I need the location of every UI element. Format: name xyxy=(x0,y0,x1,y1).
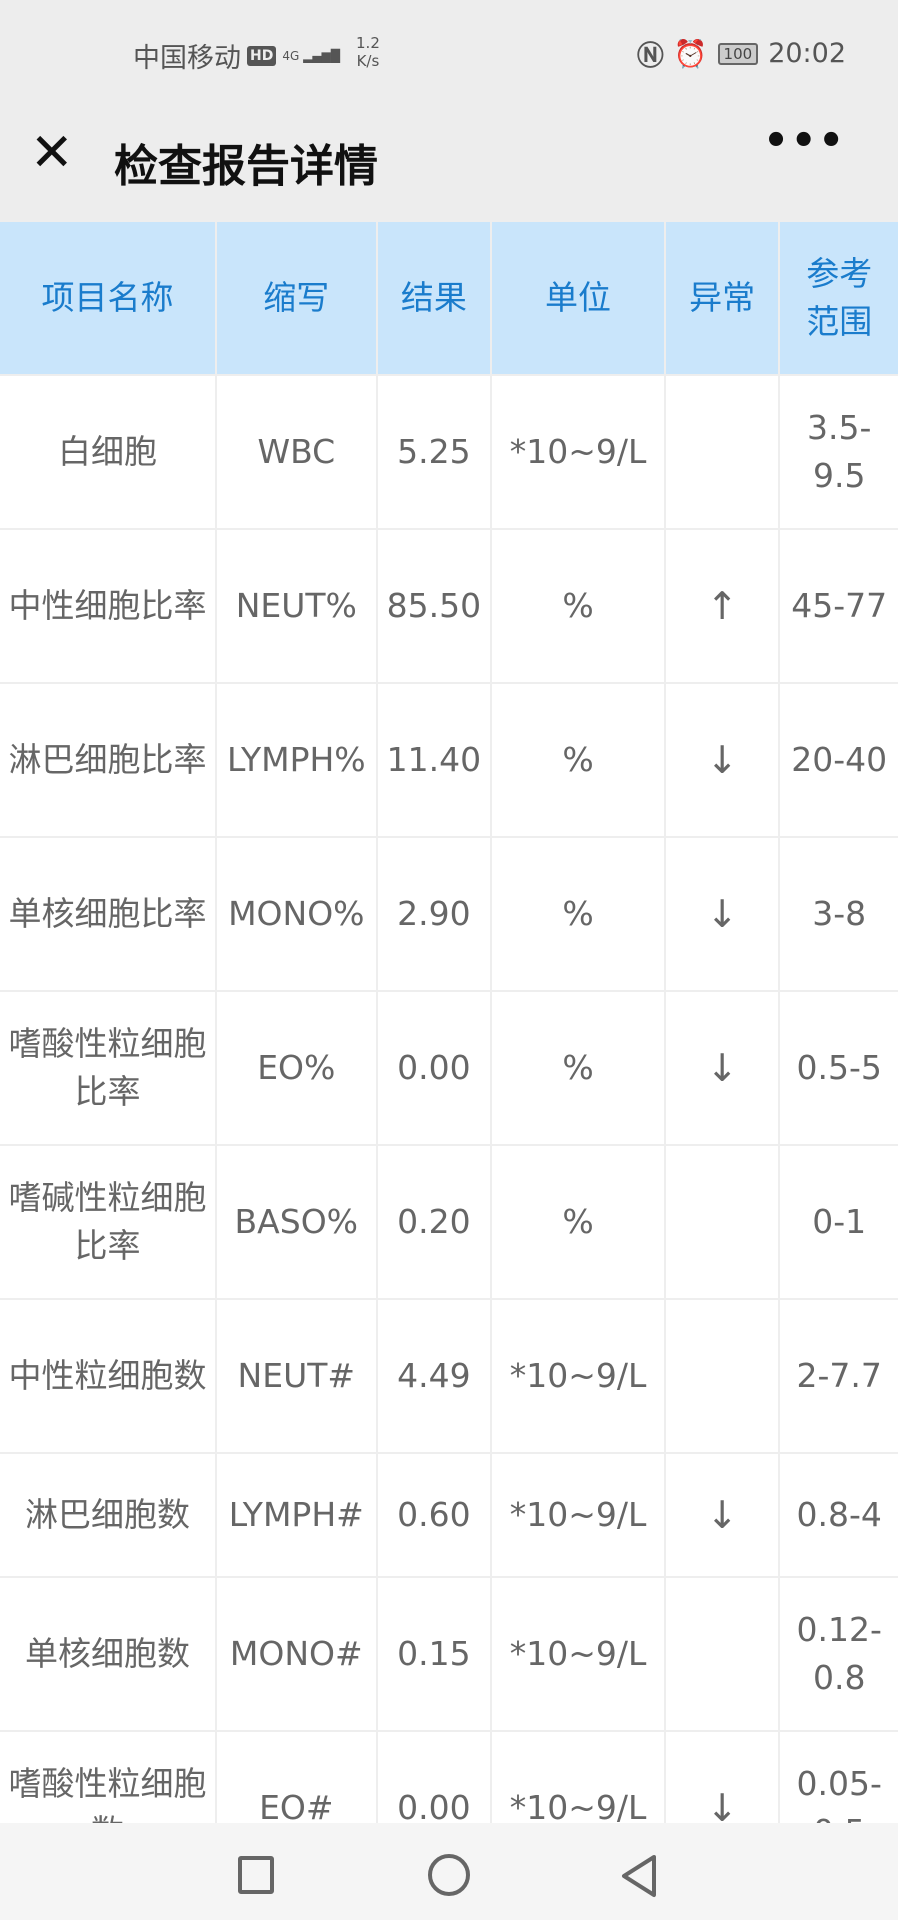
signal-icon: 4G ▂▄▆█ xyxy=(282,48,341,63)
table-cell: EO% xyxy=(216,992,376,1144)
back-button[interactable] xyxy=(618,1853,658,1899)
table-cell: 4.49 xyxy=(377,1300,491,1452)
table-cell: 0.12-0.8 xyxy=(780,1578,898,1730)
table-cell: MONO# xyxy=(216,1578,376,1730)
table-cell: ↓ xyxy=(665,838,779,990)
table-cell: EO# xyxy=(216,1732,376,1823)
table-row: 中性细胞比率 NEUT% 85.50% ↑ 45-77 xyxy=(0,530,898,682)
table-cell: 0.8-4 xyxy=(780,1454,898,1576)
table-cell: % xyxy=(492,992,664,1144)
table-row: 单核细胞数 MONO# 0.15 *10~9/L 0.12-0.8 xyxy=(0,1578,898,1730)
table-cell: 85.50 xyxy=(377,530,491,682)
table-cell: 2-7.7 xyxy=(780,1300,898,1452)
page-title: 检查报告详情 xyxy=(114,141,378,192)
header: ✕ 检查报告详情 ••• xyxy=(0,100,898,220)
table-cell: *10~9/L xyxy=(492,1454,664,1576)
table-cell: WBC xyxy=(216,376,376,528)
table-cell: 0.15 xyxy=(377,1578,491,1730)
table-cell: *10~9/L xyxy=(492,1300,664,1452)
table-cell: 白细胞 xyxy=(0,376,215,528)
recent-apps-button[interactable] xyxy=(238,1856,274,1894)
table-cell: LYMPH% xyxy=(216,684,376,836)
table-cell: NEUT# xyxy=(216,1300,376,1452)
table-row: 嗜酸性粒细胞数EO#0.00*10~9/L↓0.05-0.5 xyxy=(0,1732,898,1823)
hd-icon: HD xyxy=(247,45,277,66)
column-header: 结果 xyxy=(377,222,491,374)
table-row: 嗜酸性粒细胞比率 EO% 0.00% ↓ 0.5-5 xyxy=(0,992,898,1144)
table-cell: 5.25 xyxy=(377,376,491,528)
column-header: 单位 xyxy=(492,222,664,374)
table-cell: *10~9/L xyxy=(492,1732,664,1823)
column-header: 项目名称 xyxy=(0,222,215,374)
table-cell: ↓ xyxy=(665,1454,779,1576)
alarm-icon: ⏰ xyxy=(673,38,708,70)
table-cell: *10~9/L xyxy=(492,376,664,528)
table-row: 嗜碱性粒细胞比率 BASO% 0.20% 0-1 xyxy=(0,1146,898,1298)
table-header: 项目名称 缩写 结果 单位 异常 参考范围 xyxy=(0,222,898,374)
nav-bar xyxy=(0,1823,898,1920)
table-cell: 嗜碱性粒细胞比率 xyxy=(0,1146,215,1298)
table-cell: 0.05-0.5 xyxy=(780,1732,898,1823)
table-cell: % xyxy=(492,684,664,836)
table-cell: ↑ xyxy=(665,530,779,682)
table-cell: 3-8 xyxy=(780,838,898,990)
table-cell: % xyxy=(492,530,664,682)
table-cell: 0.00 xyxy=(377,992,491,1144)
table-cell: 单核细胞数 xyxy=(0,1578,215,1730)
table-cell: 中性粒细胞数 xyxy=(0,1300,215,1452)
table-cell: 0-1 xyxy=(780,1146,898,1298)
nfc-icon: Ⓝ xyxy=(636,41,664,72)
table-cell: 45-77 xyxy=(780,530,898,682)
table-cell: % xyxy=(492,838,664,990)
table-cell: 淋巴细胞数 xyxy=(0,1454,215,1576)
table-row: 单核细胞比率 MONO% 2.90% ↓ 3-8 xyxy=(0,838,898,990)
table-cell: 0.5-5 xyxy=(780,992,898,1144)
table-cell: 2.90 xyxy=(377,838,491,990)
table-cell: 淋巴细胞比率 xyxy=(0,684,215,836)
carrier: 中国移动 xyxy=(133,43,241,74)
table-cell: BASO% xyxy=(216,1146,376,1298)
table-cell: ↓ xyxy=(665,684,779,836)
table-cell: 单核细胞比率 xyxy=(0,838,215,990)
more-icon[interactable]: ••• xyxy=(763,118,846,164)
table-row: 淋巴细胞数 LYMPH# 0.60 *10~9/L ↓ 0.8-4 xyxy=(0,1454,898,1576)
table-cell: 20-40 xyxy=(780,684,898,836)
report-table[interactable]: 项目名称 缩写 结果 单位 异常 参考范围 白细胞 WBC 5.25 *10~9/L 3.5-9.… xyxy=(0,220,898,1823)
status-bar: 中国移动 HD 4G ▂▄▆█ 1.2 K/s Ⓝ ⏰ 100 20:02 xyxy=(0,0,898,100)
column-header: 参考范围 xyxy=(780,222,898,374)
table-row: 白细胞 WBC 5.25 *10~9/L 3.5-9.5 xyxy=(0,376,898,528)
network-speed: 1.2 K/s xyxy=(356,33,380,70)
table-cell: NEUT% xyxy=(216,530,376,682)
table-cell: LYMPH# xyxy=(216,1454,376,1576)
close-icon[interactable]: ✕ xyxy=(30,123,74,183)
table-cell: % xyxy=(492,1146,664,1298)
battery-icon: 100 xyxy=(717,42,759,65)
table-cell: 0.20 xyxy=(377,1146,491,1298)
table-cell: 中性细胞比率 xyxy=(0,530,215,682)
table-cell: 0.60 xyxy=(377,1454,491,1576)
table-cell xyxy=(665,1300,779,1452)
table-cell: 嗜酸性粒细胞比率 xyxy=(0,992,215,1144)
table-cell xyxy=(665,1578,779,1730)
table-cell: 0.00 xyxy=(377,1732,491,1823)
table-row: 中性粒细胞数 NEUT# 4.49 *10~9/L 2-7.7 xyxy=(0,1300,898,1452)
table-cell: 3.5-9.5 xyxy=(780,376,898,528)
table-cell: 11.40 xyxy=(377,684,491,836)
table-cell xyxy=(665,1146,779,1298)
column-header: 异常 xyxy=(665,222,779,374)
table-row: 淋巴细胞比率 LYMPH% 11.40% ↓ 20-40 xyxy=(0,684,898,836)
clock: 20:02 xyxy=(768,38,846,69)
table-cell xyxy=(665,376,779,528)
table-cell: 嗜酸性粒细胞数 xyxy=(0,1732,215,1823)
home-button[interactable] xyxy=(428,1854,470,1896)
table-cell: ↓ xyxy=(665,1732,779,1823)
table-cell: ↓ xyxy=(665,992,779,1144)
column-header: 缩写 xyxy=(216,222,376,374)
table-cell: *10~9/L xyxy=(492,1578,664,1730)
table-cell: MONO% xyxy=(216,838,376,990)
